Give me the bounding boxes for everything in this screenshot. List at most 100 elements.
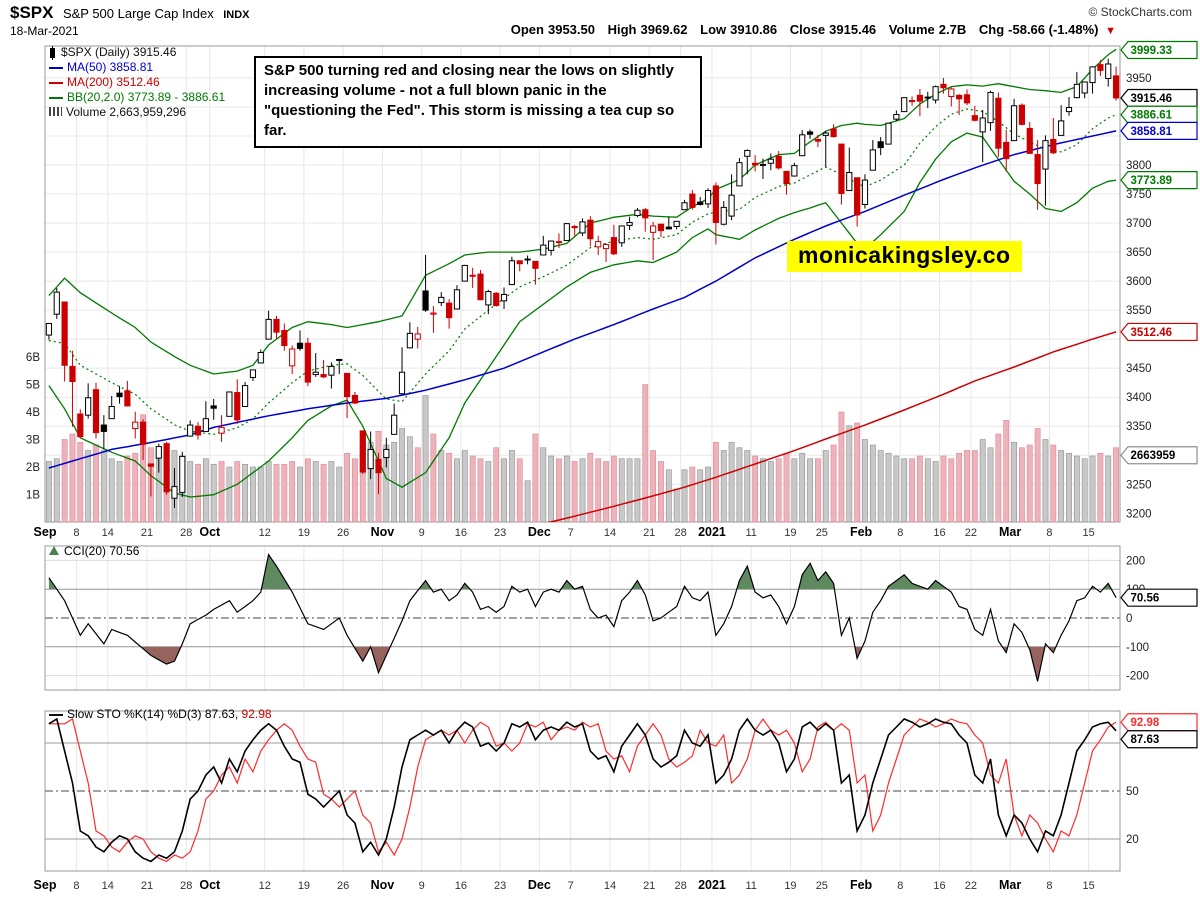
volume-bars-icon: [49, 107, 62, 116]
svg-text:3999.33: 3999.33: [1131, 45, 1173, 57]
svg-text:5B: 5B: [26, 380, 40, 392]
svg-text:3250: 3250: [1126, 479, 1152, 491]
stockcharts-copyright-link[interactable]: © StockCharts.com: [1088, 5, 1192, 19]
x-axis-labels: Sep 8 14 21 28 Oct 12 19 26 Nov 9 16 23 Dec 7 14 21 28 202…: [34, 525, 1095, 539]
sto-legend-text: Slow STO %K(14) %D(3): [67, 707, 202, 721]
volume-axis-labels: 1B 2B 3B 4B 5B 6B: [26, 352, 40, 502]
cci-line: [48, 553, 1117, 682]
sto-d-line: [48, 717, 1117, 863]
cci-area-icon: [49, 546, 59, 555]
open-value: 3953.50: [547, 22, 595, 37]
price-axis-labels: 3950 3800 3750 3700 3650 3600 3550 3450 3400 3350…: [1126, 73, 1152, 520]
svg-text:87.63: 87.63: [1131, 734, 1160, 746]
chg-label: Chg: [978, 22, 1005, 37]
sto-legend: Slow STO %K(14) %D(3) 87.63, 92.98: [49, 707, 272, 721]
chart-date: 18-Mar-2021: [10, 24, 79, 38]
svg-text:2021: 2021: [698, 878, 726, 892]
cci-axis-labels: 2001000-100-200: [1126, 555, 1149, 682]
svg-text:2021: 2021: [698, 525, 726, 539]
svg-text:Sep: Sep: [34, 878, 57, 892]
symbol: $SPX: [10, 3, 54, 22]
legend-ma50: MA(50) 3858.81: [67, 60, 154, 74]
svg-text:15: 15: [1082, 880, 1094, 892]
open-label: Open: [510, 22, 544, 37]
stochastics-canvas: 80502092.9887.63Sep8142128Oct121926Nov91…: [34, 710, 1198, 892]
svg-text:4B: 4B: [26, 407, 40, 419]
down-triangle-icon: ▼: [1105, 25, 1116, 37]
low-value: 3910.86: [730, 22, 778, 37]
svg-text:-100: -100: [1126, 642, 1149, 654]
svg-text:14: 14: [102, 527, 114, 539]
svg-text:7: 7: [568, 527, 574, 539]
svg-text:3600: 3600: [1126, 276, 1152, 288]
svg-text:12: 12: [259, 880, 271, 892]
analyst-annotation: S&P 500 turning red and closing near the…: [254, 56, 702, 148]
svg-text:16: 16: [933, 527, 945, 539]
svg-text:14: 14: [604, 527, 616, 539]
axis-value-box: 2663959: [1120, 446, 1198, 465]
svg-text:8: 8: [897, 880, 903, 892]
svg-text:-200: -200: [1126, 671, 1149, 683]
svg-text:7: 7: [568, 880, 574, 892]
main-price-chart: 3950 3800 3750 3700 3650 3600 3550 3450 3400 3350…: [0, 40, 1200, 540]
sto-k-line: [48, 717, 1117, 863]
svg-text:Mar: Mar: [999, 878, 1021, 892]
svg-text:3800: 3800: [1126, 160, 1152, 172]
index-name: S&P 500 Large Cap Index: [62, 6, 214, 21]
svg-text:21: 21: [141, 527, 153, 539]
price-chart-legend: $SPX (Daily) 3915.46 MA(50) 3858.81 MA(2…: [49, 45, 225, 120]
svg-text:3512.46: 3512.46: [1131, 327, 1173, 339]
svg-text:8: 8: [1046, 527, 1052, 539]
svg-text:19: 19: [298, 527, 310, 539]
svg-text:19: 19: [784, 527, 796, 539]
svg-text:12: 12: [259, 527, 271, 539]
svg-text:28: 28: [180, 527, 192, 539]
svg-text:Dec: Dec: [528, 878, 551, 892]
axis-value-box: 92.98: [1120, 713, 1198, 732]
svg-text:11: 11: [745, 527, 756, 539]
svg-text:6B: 6B: [26, 352, 40, 364]
svg-text:21: 21: [141, 880, 153, 892]
legend-ma200: MA(200) 3512.46: [67, 75, 160, 89]
close-label: Close: [789, 22, 826, 37]
axis-value-box: 3512.46: [1120, 322, 1198, 342]
watermark-link[interactable]: monicakingsley.co: [787, 241, 1022, 272]
svg-text:3915.46: 3915.46: [1131, 93, 1173, 105]
svg-text:28: 28: [180, 880, 192, 892]
svg-text:26: 26: [337, 527, 349, 539]
sto-k-value: 87.63,: [204, 707, 239, 721]
svg-text:3773.89: 3773.89: [1131, 175, 1173, 187]
svg-text:8: 8: [73, 527, 79, 539]
svg-text:3200: 3200: [1126, 508, 1152, 520]
exchange-label: INDX: [223, 9, 250, 21]
axis-value-box: 3886.61: [1120, 105, 1198, 124]
svg-text:11: 11: [745, 880, 756, 892]
legend-spx: $SPX (Daily) 3915.46: [61, 45, 177, 59]
svg-text:21: 21: [643, 527, 655, 539]
svg-text:3550: 3550: [1126, 305, 1152, 317]
cci-legend-text: CCI(20) 70.56: [64, 544, 140, 558]
x-axis-labels: Sep 8 14 21 28 Oct 12 19 26 Nov 9 16 23 Dec 7 14 21 28 202…: [34, 878, 1095, 892]
svg-text:16: 16: [933, 880, 945, 892]
svg-text:3450: 3450: [1126, 363, 1152, 375]
svg-text:1B: 1B: [26, 490, 40, 502]
svg-text:Feb: Feb: [850, 878, 873, 892]
sto-axis-labels: 805020: [1126, 738, 1139, 846]
svg-text:14: 14: [102, 880, 114, 892]
sto-d-value: 92.98: [241, 707, 272, 721]
volume-bars-layer: [46, 384, 1119, 523]
low-label: Low: [700, 22, 727, 37]
high-label: High: [607, 22, 637, 37]
svg-text:200: 200: [1126, 555, 1145, 567]
cci-legend: CCI(20) 70.56: [49, 544, 139, 558]
svg-text:16: 16: [455, 880, 467, 892]
svg-text:22: 22: [965, 880, 977, 892]
svg-text:Sep: Sep: [34, 525, 57, 539]
axis-value-box: 3915.46: [1120, 88, 1198, 108]
candlestick-icon: [50, 45, 55, 60]
svg-text:2B: 2B: [26, 462, 40, 474]
svg-text:19: 19: [298, 880, 310, 892]
svg-text:8: 8: [1046, 880, 1052, 892]
svg-text:9: 9: [419, 880, 425, 892]
